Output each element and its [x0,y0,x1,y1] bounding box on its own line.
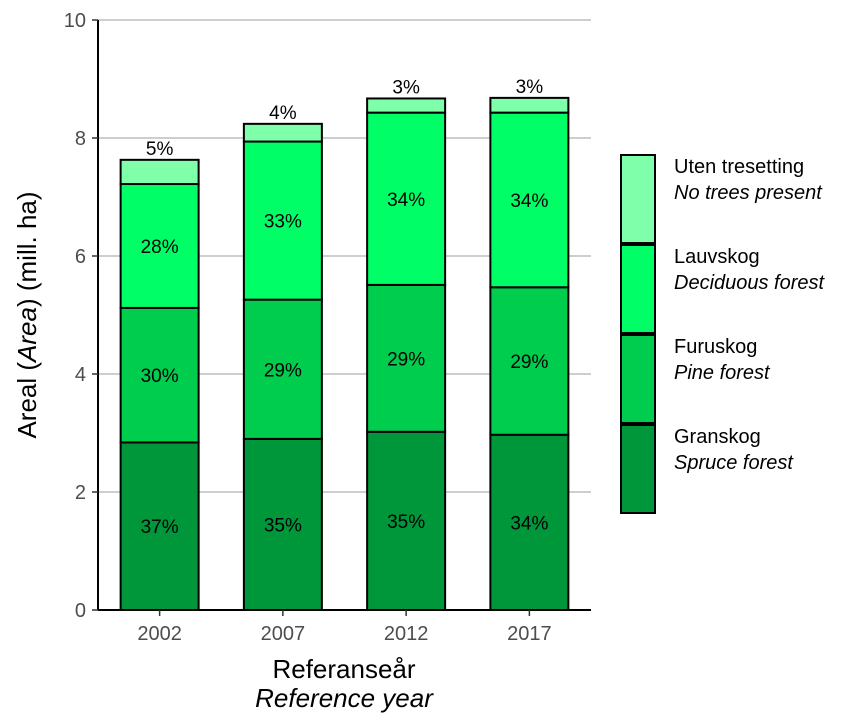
legend-label: Uten tresetting [674,156,804,178]
data-label: 35% [264,515,302,536]
x-axis-subtitle: Reference year [255,683,434,713]
data-label: 35% [387,512,425,533]
data-label: 3% [516,77,544,98]
y-tick-label: 6 [75,246,86,268]
x-tick-label: 2007 [261,623,306,645]
y-axis-title-italic: Area [12,307,42,364]
bar-segment [366,97,447,114]
y-tick-label: 4 [75,364,86,386]
bar-segment [119,306,200,444]
data-label: 5% [146,139,174,160]
bar-segment [242,140,323,301]
data-label: 34% [387,190,425,211]
y-tick-label: 10 [64,10,86,32]
bar-segment [242,122,323,143]
data-label: 29% [387,349,425,370]
legend-swatch [620,244,656,334]
data-label: 28% [141,237,179,258]
data-label: 4% [269,103,297,124]
x-axis-title: Referanseår [272,654,415,684]
bar-segment [489,433,570,611]
y-tick-label: 0 [75,600,86,622]
axes [97,20,591,611]
legend-label-en: Pine forest [674,362,771,384]
bar-segment [366,430,447,611]
x-tick-label: 2002 [137,623,182,645]
legend-label-en: Deciduous forest [674,272,826,294]
legend-label: Furuskog [674,336,757,358]
data-label: 30% [141,366,179,387]
legend-swatch [620,154,656,244]
data-label: 34% [510,513,548,534]
bar-segment [489,96,570,114]
y-axis-title-prefix: Areal ( [12,362,42,439]
data-label: 34% [510,191,548,212]
y-tick-label: 2 [75,482,86,504]
bars: 37% 30% 28% 5% 35% 29% 33% 4% 35% 29% 34% 3% 34% 29% 3… [119,77,570,611]
x-ticks: 2002 2007 2012 2017 [137,610,552,645]
bar-segment [366,111,447,286]
y-axis-title: Areal (Area) (mill. ha) [12,191,42,438]
bar-segment [489,286,570,436]
legend-label: Granskog [674,426,761,448]
data-label: 3% [392,77,420,98]
bar-segment [242,298,323,440]
y-axis-title-suffix: ) (mill. ha) [12,191,42,307]
legend-label-en: No trees present [674,182,823,204]
legend-label-en: Spruce forest [674,452,794,474]
legend-label: Lauvskog [674,246,760,268]
legend-swatch [620,334,656,424]
data-label: 37% [141,517,179,538]
y-tick-label: 8 [75,128,86,150]
x-tick-label: 2017 [507,623,552,645]
bar-segment [119,183,200,309]
data-label: 33% [264,212,302,233]
data-label: 29% [264,360,302,381]
x-tick-label: 2012 [384,623,429,645]
bar-segment [366,283,447,433]
legend-swatch [620,424,656,514]
bar-segment [119,158,200,186]
legend: Uten tresetting No trees present Lauvskog D… [620,154,826,514]
data-label: 29% [510,352,548,373]
y-ticks: 0 2 4 6 8 10 [64,10,98,622]
